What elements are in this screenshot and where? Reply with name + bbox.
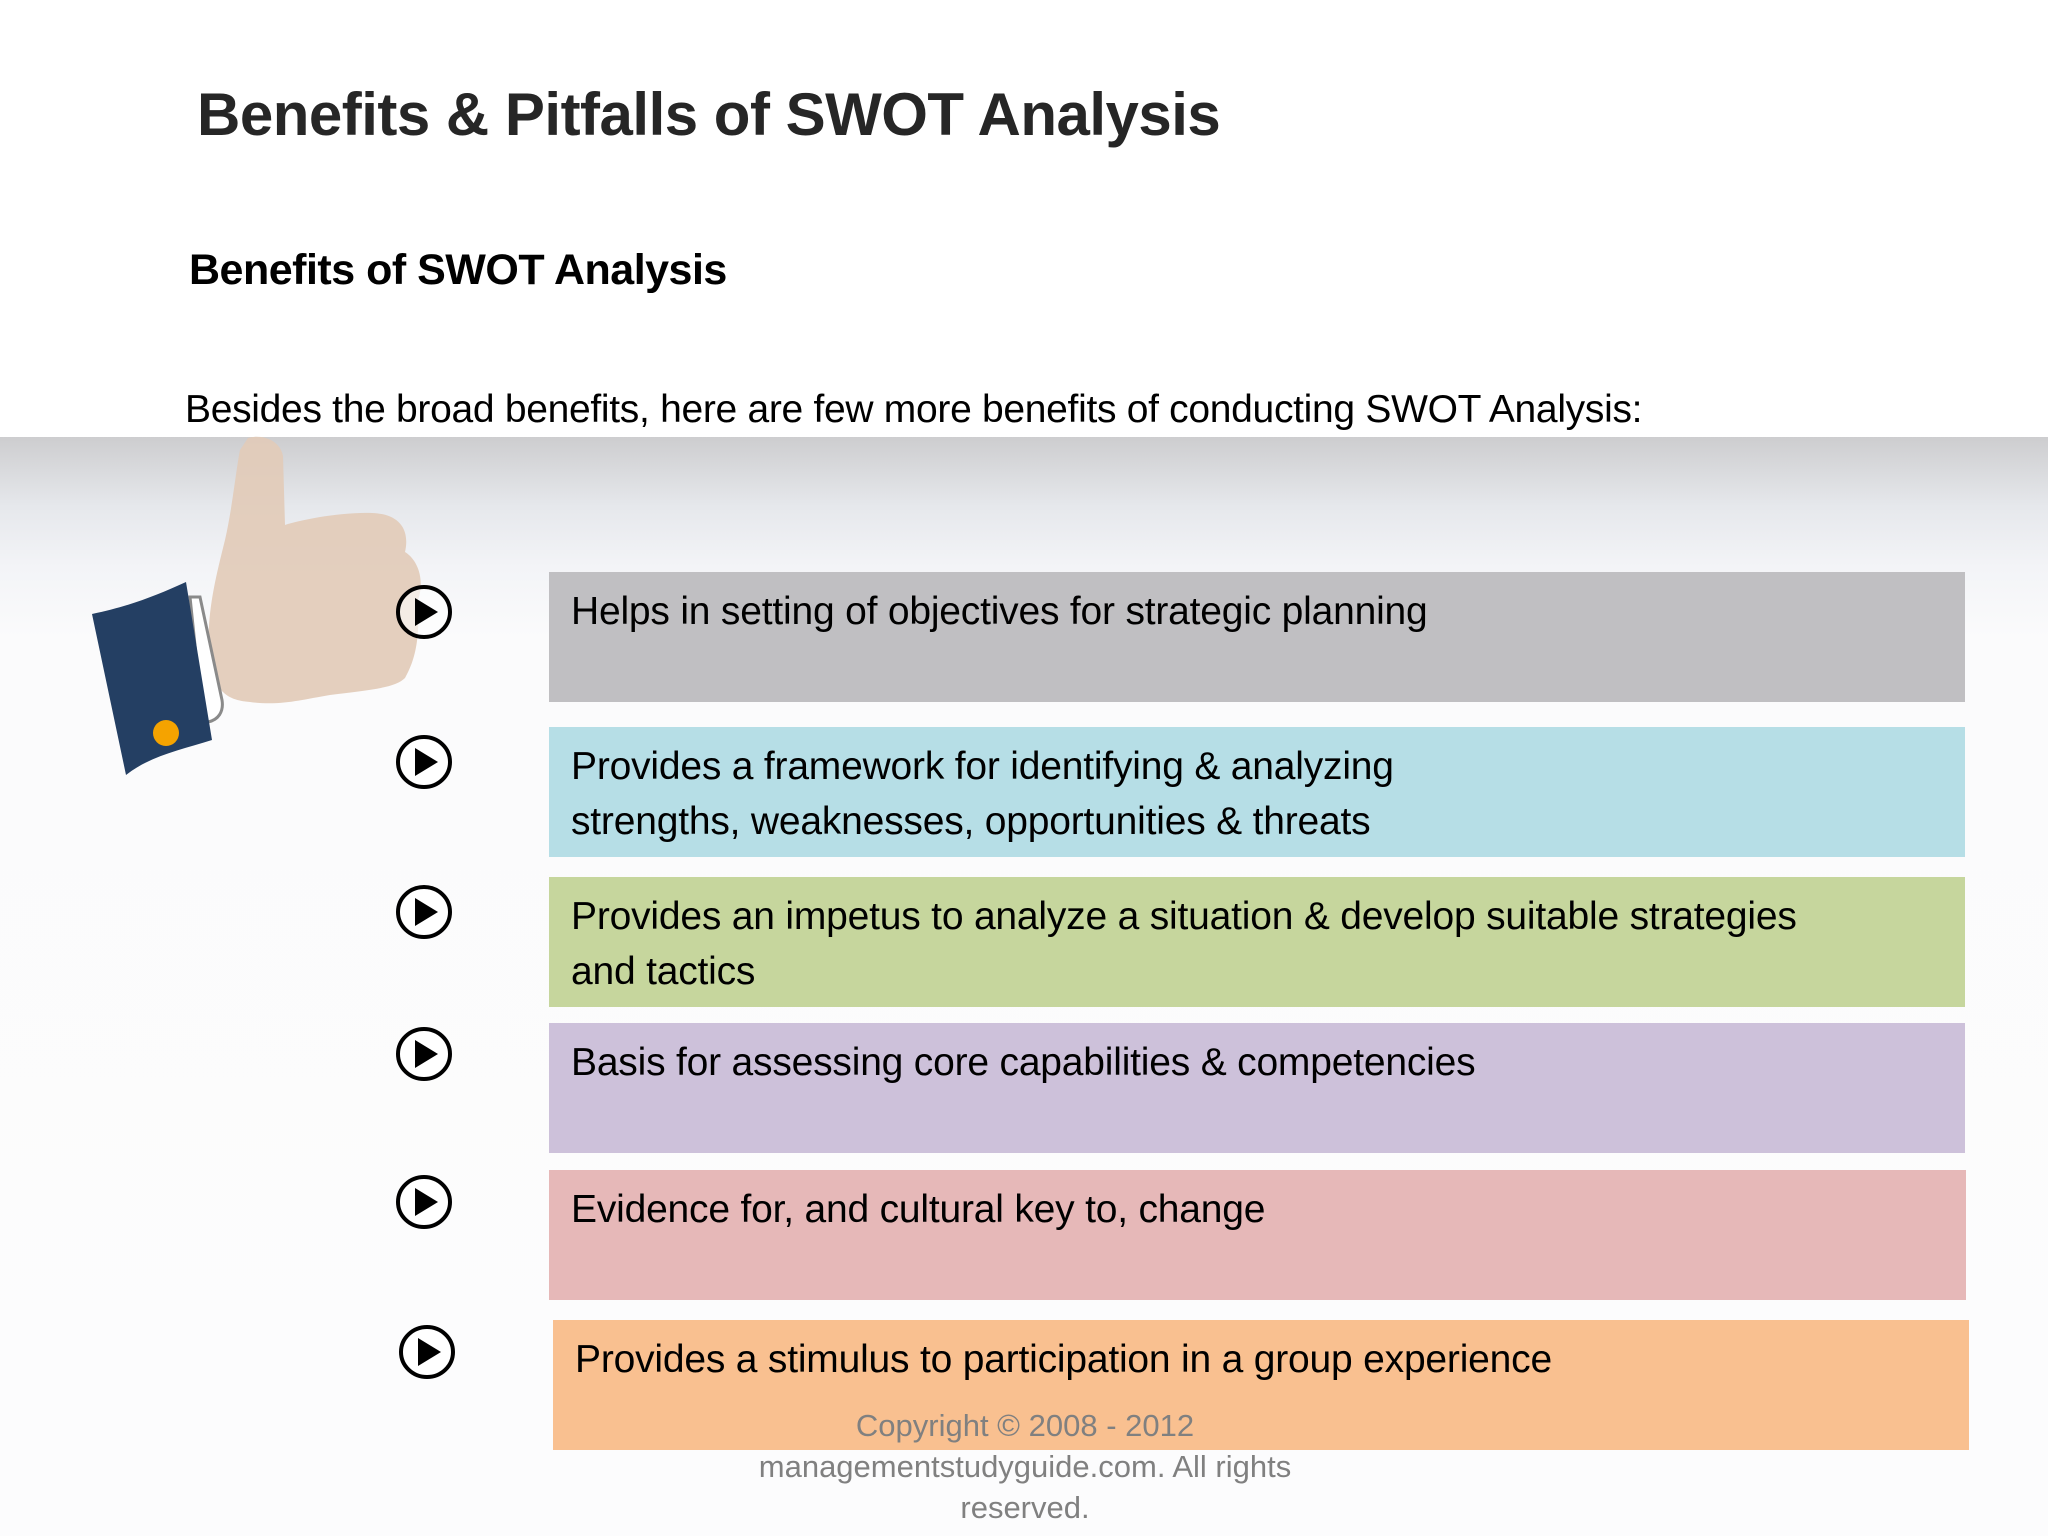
slide-title: Benefits & Pitfalls of SWOT Analysis [197,81,1221,148]
play-circle-icon [396,735,452,789]
copyright-footer: Copyright © 2008 - 2012 managementstudyg… [700,1405,1350,1528]
copyright-line: Copyright © 2008 - 2012 [855,1408,1195,1443]
benefit-text: Helps in setting of objectives for strat… [571,590,1428,633]
play-circle-icon [396,885,452,939]
section-heading: Benefits of SWOT Analysis [189,246,727,294]
benefit-text: Basis for assessing core capabilities & … [571,1041,1476,1084]
copyright-line: managementstudyguide.com. All rights [758,1449,1292,1484]
benefit-text-line: strengths, weaknesses, opportunities & t… [571,800,1371,843]
thumbs-up-icon [92,436,421,775]
benefit-text-line: Provides a framework for identifying & a… [571,745,1394,788]
benefit-box-impetus: Provides an impetus to analyze a situati… [549,877,1965,1007]
benefit-text: Provides a stimulus to participation in … [575,1338,1552,1381]
benefit-text-line: Provides an impetus to analyze a situati… [571,895,1797,938]
play-circle-icon [399,1325,455,1379]
copyright-line: reserved. [960,1490,1090,1525]
benefit-box-capabilities: Basis for assessing core capabilities & … [549,1023,1965,1153]
benefit-box-framework: Provides a framework for identifying & a… [549,727,1965,857]
play-circle-icon [396,1175,452,1229]
benefit-box-stimulus: Provides a stimulus to participation in … [553,1320,1969,1450]
benefit-text: Evidence for, and cultural key to, chang… [571,1188,1266,1231]
play-circle-icon [396,1027,452,1081]
intro-text: Besides the broad benefits, here are few… [185,388,1643,431]
benefit-box-objectives: Helps in setting of objectives for strat… [549,572,1965,702]
play-circle-icon [396,585,452,639]
benefit-box-change: Evidence for, and cultural key to, chang… [549,1170,1966,1300]
benefit-text-line: and tactics [571,950,756,993]
